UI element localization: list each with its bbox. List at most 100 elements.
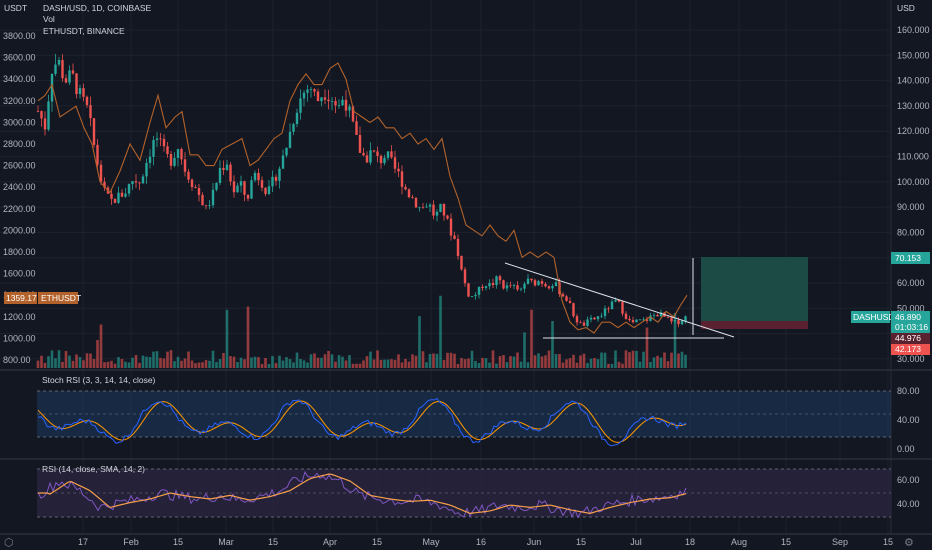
volume-bar	[183, 358, 187, 368]
candle-body	[215, 182, 218, 190]
volume-bar	[512, 356, 516, 368]
candle-body	[358, 134, 362, 153]
candle-body	[642, 319, 645, 321]
candle-body	[544, 283, 547, 287]
candle-body	[190, 179, 194, 188]
candle-body	[323, 97, 327, 100]
candlestick-series	[36, 53, 687, 328]
settings-gear-icon[interactable]: ⚙	[904, 536, 914, 549]
candle-body	[110, 193, 113, 199]
time-axis-tick: 15	[883, 537, 893, 547]
volume-bar	[638, 361, 642, 368]
volume-bar	[187, 351, 190, 368]
stoch-axis-tick: 0.00	[897, 444, 915, 454]
candle-body	[274, 176, 278, 181]
time-axis-tick: Jul	[630, 537, 642, 547]
candle-body	[138, 182, 141, 184]
candle-body	[236, 185, 239, 193]
candle-body	[516, 285, 519, 290]
candle-body	[295, 112, 299, 125]
time-axis-tick: 15	[372, 537, 382, 547]
volume-bar	[551, 321, 554, 368]
volume-bar	[344, 360, 348, 368]
volume-bar	[530, 309, 533, 368]
candle-body	[593, 317, 596, 320]
volume-bar	[449, 352, 453, 368]
stop-zone[interactable]	[701, 321, 808, 329]
volume-bar	[103, 362, 106, 368]
time-axis-tick: 15	[781, 537, 791, 547]
candle-body	[628, 318, 631, 321]
candle-body	[540, 281, 544, 284]
time-axis-tick: 16	[476, 537, 486, 547]
trendline-descending[interactable]	[504, 262, 735, 338]
volume-bar	[481, 357, 484, 368]
main-price-pane[interactable]	[36, 53, 808, 368]
candle-body	[250, 180, 253, 199]
candle-body	[400, 171, 404, 187]
volume-bar	[330, 354, 334, 368]
candle-body	[670, 317, 673, 322]
candle-body	[176, 149, 180, 158]
candle-body	[243, 181, 246, 195]
volume-legend[interactable]: Vol	[43, 14, 55, 24]
overlay-legend[interactable]: ETHUSDT, BINANCE	[43, 26, 125, 36]
volume-bar	[166, 351, 169, 368]
candle-body	[40, 111, 43, 119]
volume-bar	[411, 354, 414, 368]
candle-body	[166, 146, 169, 155]
volume-bar	[173, 361, 176, 368]
target-zone[interactable]	[701, 257, 808, 321]
candle-body	[435, 211, 439, 216]
left-axis-tick: 1000.00	[3, 333, 36, 343]
candle-body	[145, 162, 148, 177]
rsi-pane[interactable]: RSI (14, close, SMA, 14, 2)	[37, 464, 891, 519]
left-axis-tick: 2600.00	[3, 161, 36, 171]
right-axis-tick: 80.000	[897, 227, 925, 237]
candle-body	[684, 316, 687, 321]
eth-price-tag: 1359.17 ETHUSDT	[4, 292, 81, 304]
candle-body	[460, 255, 463, 270]
tradingview-logo-icon[interactable]: ⬡	[4, 537, 14, 549]
left-axis-tick: 1200.00	[3, 312, 36, 322]
symbol-title[interactable]: DASH/USD, 1D, COINBASE	[43, 3, 151, 13]
candle-body	[61, 60, 64, 79]
volume-bar	[334, 361, 337, 368]
candle-body	[271, 176, 274, 187]
candle-body	[526, 278, 530, 284]
left-axis-tick: 3400.00	[3, 74, 36, 84]
volume-bar	[677, 353, 680, 368]
stoch-rsi-pane[interactable]: Stoch RSI (3, 3, 14, 14, close)	[37, 375, 891, 447]
volume-bar	[162, 358, 166, 368]
volume-bar	[656, 355, 659, 368]
time-axis[interactable]: 17 Feb 15 Mar 15 Apr 15 May 16 Jun 15 Jul 18 Aug 15 Sep…	[78, 537, 893, 547]
volume-bar	[453, 353, 456, 368]
volume-bar	[40, 355, 43, 368]
candle-body	[183, 159, 187, 172]
volume-bar	[348, 355, 351, 368]
candle-body	[652, 314, 656, 316]
volume-bar	[271, 356, 274, 368]
volume-bar	[155, 351, 159, 368]
dash-name-text: DASHUSD	[853, 312, 895, 322]
stop-level-text-1: 44.976	[895, 333, 921, 343]
candle-body	[267, 186, 271, 194]
volume-bar	[313, 353, 316, 368]
volume-bar	[36, 360, 40, 368]
volume-bar	[110, 360, 113, 368]
svg-text:⬡: ⬡	[4, 537, 14, 549]
volume-bar	[621, 363, 624, 368]
candle-body	[204, 205, 208, 207]
volume-bar	[470, 350, 474, 368]
time-axis-tick: Feb	[123, 537, 139, 547]
volume-bar	[47, 356, 50, 368]
right-axis-tick: 120.000	[897, 126, 930, 136]
volume-bar	[194, 363, 197, 368]
volume-bar	[316, 357, 320, 368]
candle-body	[92, 118, 96, 145]
volume-bar	[113, 363, 117, 368]
volume-bar	[225, 309, 229, 368]
candle-body	[71, 70, 75, 74]
volume-bar	[579, 355, 582, 368]
